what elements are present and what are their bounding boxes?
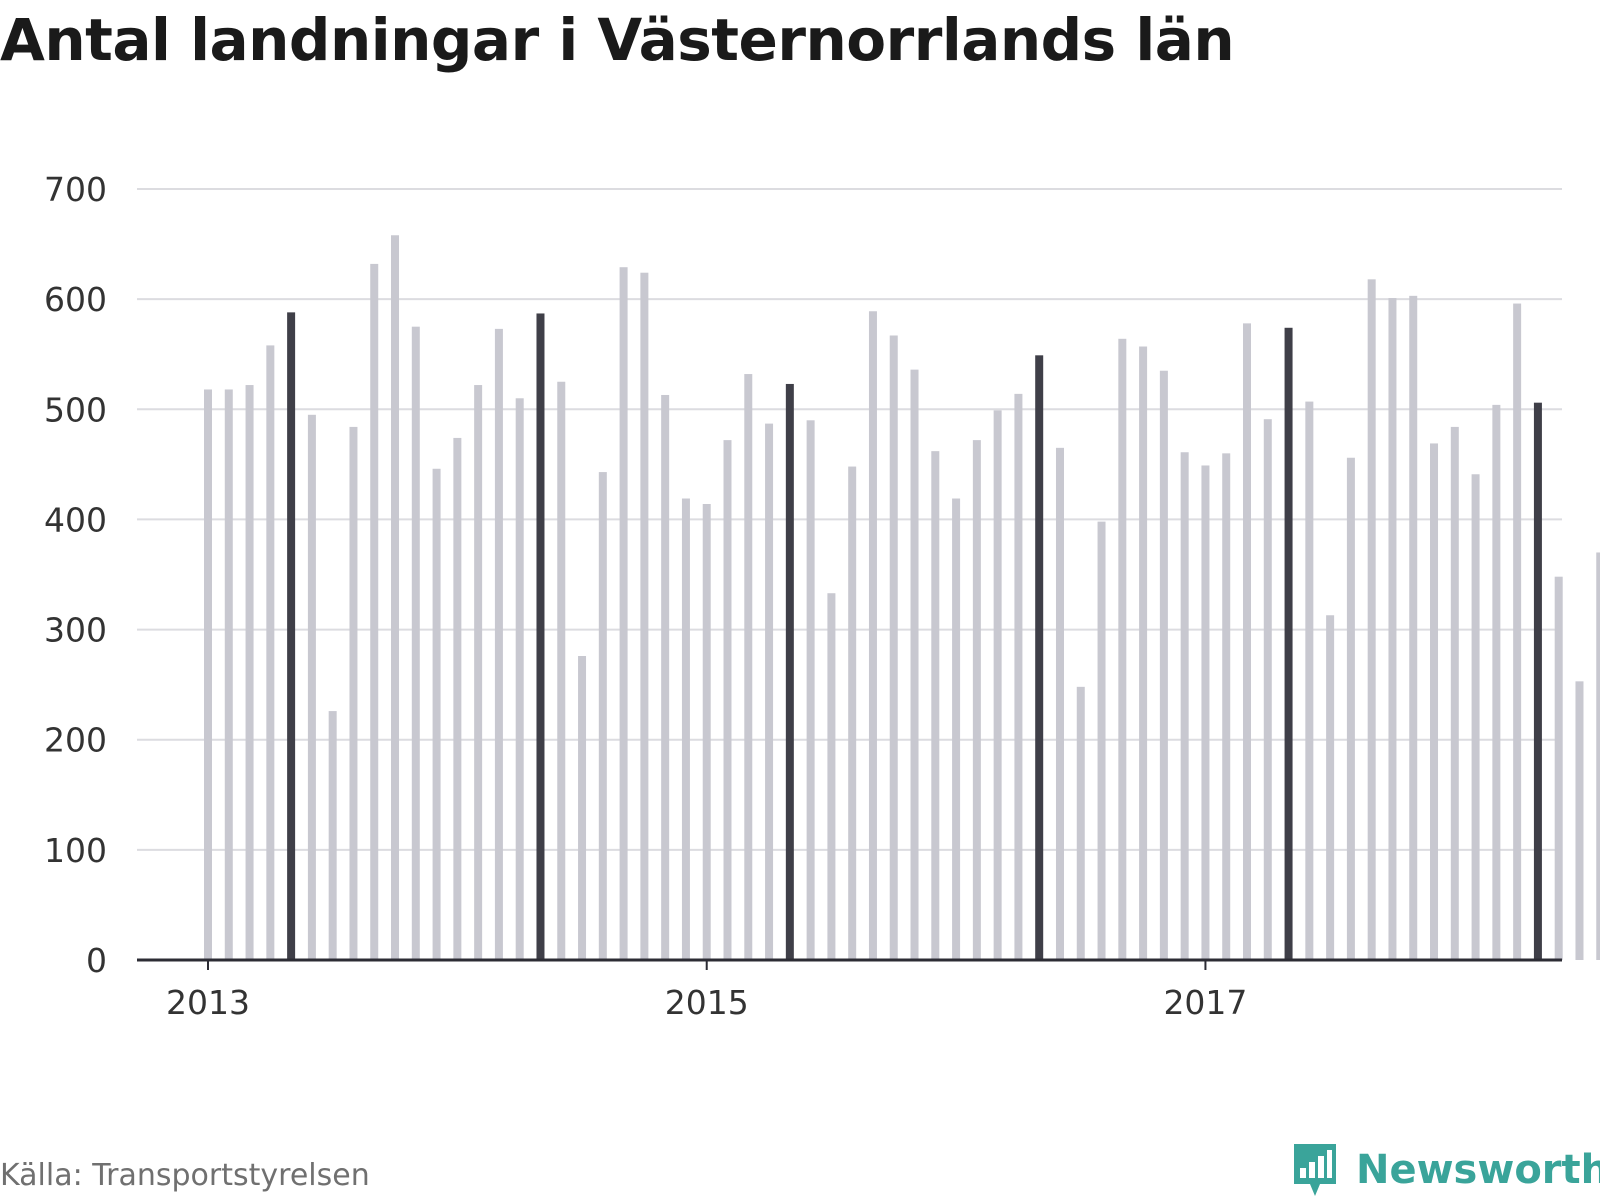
bar [993,410,1002,960]
newsworthy-logo-icon [1294,1144,1336,1196]
bar [557,381,566,960]
chart-title: Antal landningar i Västernorrlands län [0,6,1235,74]
bar [1471,474,1480,960]
bar [1284,327,1293,960]
bar [785,383,794,960]
bar [744,374,753,960]
bar [349,426,358,960]
y-tick-label: 100 [44,831,107,870]
bar [1180,452,1189,960]
bar [266,345,275,961]
bar [1533,402,1542,961]
y-tick-label: 700 [44,170,107,209]
bar [1388,298,1397,960]
y-tick-label: 0 [86,941,107,980]
brand-name: Newsworthy [1356,1147,1600,1193]
bar [391,235,400,960]
bar [1035,355,1044,961]
bar [1139,346,1148,960]
bar [515,398,524,960]
bar [868,311,877,961]
bar [432,468,441,960]
bar [1097,521,1106,960]
bar [952,498,961,960]
bar [1014,393,1023,960]
bar [765,423,774,961]
bars [204,235,1600,961]
bar [370,263,379,960]
bar [1243,323,1251,961]
bar [640,272,649,960]
bar [1222,453,1231,960]
bar [204,389,212,961]
bar [1409,295,1418,960]
bar [1159,370,1168,960]
source-note: Källa: Transportstyrelsen [0,1158,370,1193]
bar [848,466,857,960]
bar [1575,681,1584,960]
bar [1450,426,1459,960]
y-tick-label: 500 [44,390,107,429]
bar [287,312,296,960]
bar [307,414,316,960]
bar [1492,404,1501,960]
bar [827,593,836,960]
x-tick-label: 2013 [166,983,250,1022]
bar [411,326,420,960]
bar [1367,279,1376,960]
bar [1430,443,1439,960]
bar [661,394,670,960]
bar [702,504,711,960]
bar [224,389,233,961]
bar [1346,457,1355,960]
bar [1055,447,1064,961]
bar [453,437,462,960]
y-tick-label: 400 [44,500,107,539]
bar [1326,615,1335,960]
bar [1305,401,1314,961]
bar [1263,419,1272,960]
bar [806,420,815,960]
bar [578,656,587,960]
y-axis-tick-labels: 0 100 200 300 400 500 600 700 [44,170,107,980]
bar [723,440,732,960]
x-tick-label: 2017 [1163,983,1247,1022]
bar [1513,303,1522,960]
x-axis-tick-labels: 201320152017201920212023 [166,960,1247,1022]
bar [536,313,545,960]
bar [1554,576,1563,960]
y-tick-label: 600 [44,280,107,319]
bar [328,711,337,960]
bar [931,451,940,960]
bar [910,369,919,960]
bar [889,335,898,960]
bar [1118,338,1127,960]
bar [972,440,981,960]
bar [245,385,254,960]
bar [494,328,503,960]
bar [598,472,607,960]
bar [1201,465,1210,960]
brand: Newsworthy [1290,1140,1600,1200]
bar [1596,552,1600,960]
y-tick-label: 300 [44,611,107,650]
bar [1076,686,1085,960]
bar [474,385,483,960]
y-tick-label: 200 [44,721,107,760]
bar [681,498,690,960]
x-tick-label: 2015 [665,983,749,1022]
bar [619,267,628,960]
